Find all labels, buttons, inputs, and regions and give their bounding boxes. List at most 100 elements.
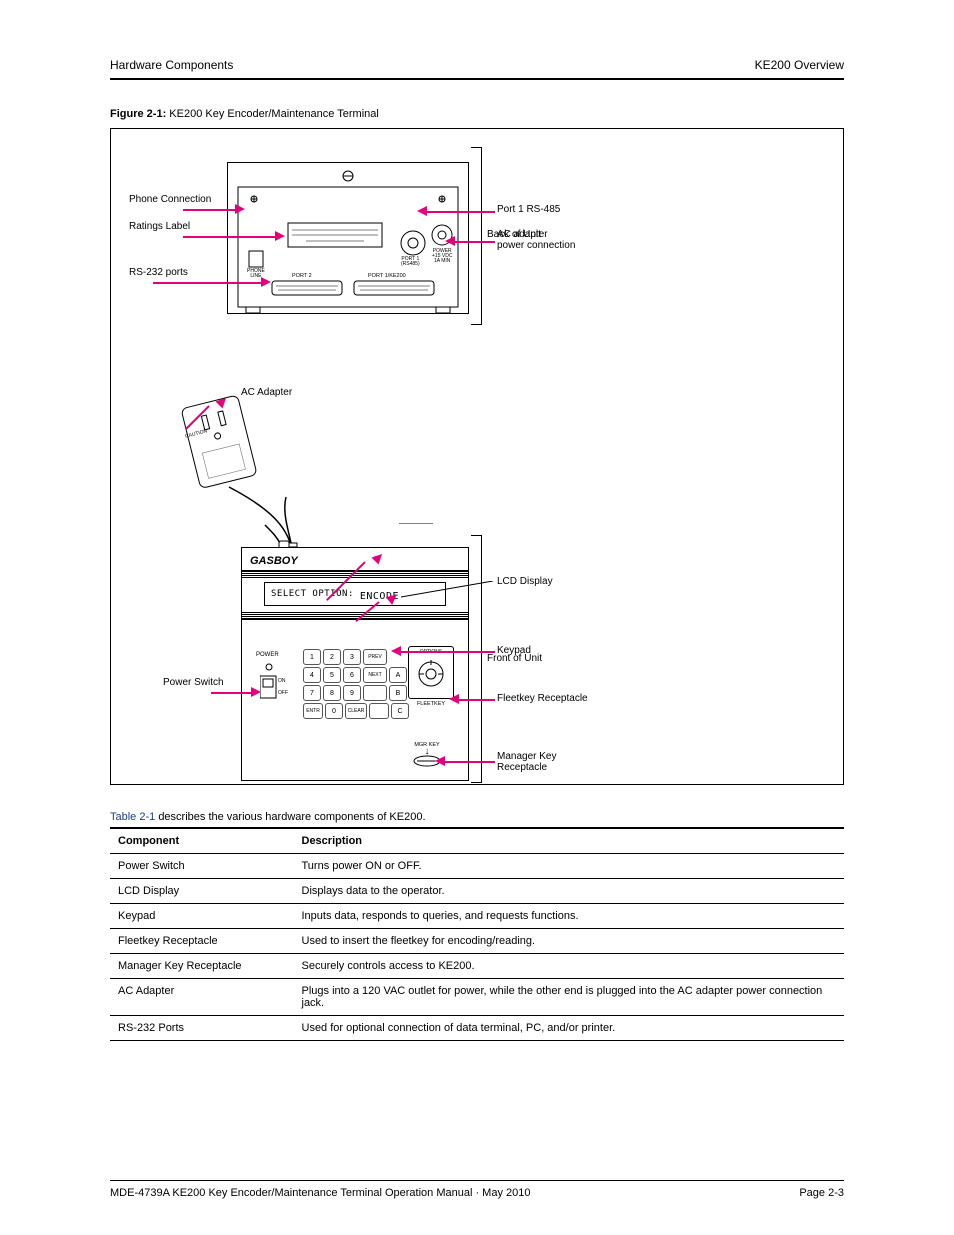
components-table: Component Description Power SwitchTurns … xyxy=(110,827,844,1041)
cell-description: Used to insert the fleetkey for encoding… xyxy=(294,929,845,954)
page-footer: MDE-4739A KE200 Key Encoder/Maintenance … xyxy=(110,1180,844,1199)
keypad-label: Keypad xyxy=(497,645,531,656)
table-row: Manager Key ReceptacleSecurely controls … xyxy=(110,954,844,979)
arrowhead-fleetkey xyxy=(449,694,459,704)
back-bracket xyxy=(471,147,482,325)
arrow-phone xyxy=(183,209,235,211)
key-4[interactable]: 4 xyxy=(303,667,321,683)
table-row: KeypadInputs data, responds to queries, … xyxy=(110,904,844,929)
figure-caption-text: KE200 Key Encoder/Maintenance Terminal xyxy=(166,108,379,120)
cell-description: Used for optional connection of data ter… xyxy=(294,1016,845,1041)
mgrkey-arrow-icon: ↓ xyxy=(412,748,442,755)
fleetkey-anno-label: Fleetkey Receptacle xyxy=(497,693,588,704)
cell-component: Fleetkey Receptacle xyxy=(110,929,294,954)
key-entr[interactable]: ENTR xyxy=(303,703,323,719)
key-next[interactable]: NEXT xyxy=(363,667,387,683)
key-b[interactable]: B xyxy=(389,685,407,701)
arrow-fleetkey xyxy=(459,699,495,701)
adapter-anno-label: AC Adapter xyxy=(241,387,292,398)
figure-caption: Figure 2-1: KE200 Key Encoder/Maintenanc… xyxy=(110,108,844,120)
cell-description: Plugs into a 120 VAC outlet for power, w… xyxy=(294,979,845,1016)
cell-component: LCD Display xyxy=(110,879,294,904)
power-label: POWER xyxy=(256,652,279,658)
cell-component: RS-232 Ports xyxy=(110,1016,294,1041)
table-caption-prefix: Table 2-1 xyxy=(110,811,158,823)
arrowhead-mgrkey xyxy=(435,756,445,766)
table-row: LCD DisplayDisplays data to the operator… xyxy=(110,879,844,904)
table-caption-text: describes the various hardware component… xyxy=(158,811,425,823)
arrow-ratings xyxy=(183,236,275,238)
key-0[interactable]: 0 xyxy=(325,703,343,719)
footer-left: MDE-4739A KE200 Key Encoder/Maintenance … xyxy=(110,1187,530,1199)
key-2[interactable]: 2 xyxy=(323,649,341,665)
header-left: Hardware Components xyxy=(110,58,233,72)
port1k-label: PORT 1/KE200 xyxy=(368,273,406,279)
fleetkey-recept-icon[interactable] xyxy=(414,657,448,691)
ratings-label: Ratings Label xyxy=(129,221,190,232)
on-label: ON xyxy=(278,678,286,684)
fleetkey-label: FLEETKEY xyxy=(408,701,454,707)
port2-label: PORT 2 xyxy=(292,273,312,279)
cell-description: Turns power ON or OFF. xyxy=(294,854,845,879)
mgrkey-anno-label: Manager KeyReceptacle xyxy=(497,751,556,773)
port1-anno-label: Port 1 RS-485 xyxy=(497,204,560,215)
display-label: LCD Display xyxy=(497,576,553,587)
cell-component: Manager Key Receptacle xyxy=(110,954,294,979)
key-blank2[interactable] xyxy=(369,703,389,719)
arrow-port2 xyxy=(153,282,261,284)
arrow-powersw xyxy=(211,692,251,694)
key-3[interactable]: 3 xyxy=(343,649,361,665)
key-9[interactable]: 9 xyxy=(343,685,361,701)
key-6[interactable]: 6 xyxy=(343,667,361,683)
arrowhead-port2 xyxy=(261,277,271,287)
page-header: Hardware Components KE200 Overview xyxy=(110,58,844,80)
header-right: KE200 Overview xyxy=(755,58,844,72)
arrowhead-powersw xyxy=(251,687,261,697)
key-7[interactable]: 7 xyxy=(303,685,321,701)
col-description: Description xyxy=(294,828,845,854)
table-row: Fleetkey ReceptacleUsed to insert the fl… xyxy=(110,929,844,954)
arrow-keypad xyxy=(401,651,495,653)
brand-label: GASBOY xyxy=(250,555,298,567)
display-leader xyxy=(401,581,497,601)
table-row: Power SwitchTurns power ON or OFF. xyxy=(110,854,844,879)
key-8[interactable]: 8 xyxy=(323,685,341,701)
arrow-mgrkey xyxy=(445,761,495,763)
cell-component: Power Switch xyxy=(110,854,294,879)
cell-description: Securely controls access to KE200. xyxy=(294,954,845,979)
pwr-conn-label: POWER+15 VDC1A MIN xyxy=(432,249,452,264)
table-row: AC AdapterPlugs into a 120 VAC outlet fo… xyxy=(110,979,844,1016)
phone-conn-label: Phone Connection xyxy=(129,194,211,205)
arrowhead-ratings xyxy=(275,231,285,241)
cell-description: Displays data to the operator. xyxy=(294,879,845,904)
arrow-port1 xyxy=(427,211,495,213)
off-label: OFF xyxy=(278,690,288,696)
key-c[interactable]: C xyxy=(391,703,409,719)
key-a[interactable]: A xyxy=(389,667,407,683)
arrowhead-pwrconn xyxy=(445,236,455,246)
back-panel: PHONELINE PORT 2 PORT 1/KE200 PORT 1(RS4… xyxy=(227,162,469,314)
table-intro: Table 2-1 describes the various hardware… xyxy=(110,811,844,823)
arrowhead-port1 xyxy=(417,206,427,216)
key-clr[interactable]: CLEAR xyxy=(345,703,367,719)
cell-component: AC Adapter xyxy=(110,979,294,1016)
table-row: RS-232 PortsUsed for optional connection… xyxy=(110,1016,844,1041)
key-1[interactable]: 1 xyxy=(303,649,321,665)
key-prev[interactable]: PREV xyxy=(363,649,387,665)
powersw-anno-label: Power Switch xyxy=(163,677,224,688)
pwr-conn-anno-label: AC adapterpower connection xyxy=(497,229,575,251)
key-5[interactable]: 5 xyxy=(323,667,341,683)
cell-component: Keypad xyxy=(110,904,294,929)
lcd-select: SELECT OPTION: xyxy=(271,589,354,599)
arrowhead-phone xyxy=(235,204,245,214)
figure-caption-prefix: Figure 2-1: xyxy=(110,108,166,120)
col-component: Component xyxy=(110,828,294,854)
port2-anno-label: RS-232 ports xyxy=(129,267,188,278)
arrowhead-keypad xyxy=(391,646,401,656)
figure-box: Back of Unit Front of Unit xyxy=(110,128,844,785)
cell-description: Inputs data, responds to queries, and re… xyxy=(294,904,845,929)
key-blank1[interactable] xyxy=(363,685,387,701)
footer-right: Page 2-3 xyxy=(799,1187,844,1199)
port1-conn-label: PORT 1(RS485) xyxy=(401,257,420,267)
arrow-pwrconn xyxy=(455,241,495,243)
